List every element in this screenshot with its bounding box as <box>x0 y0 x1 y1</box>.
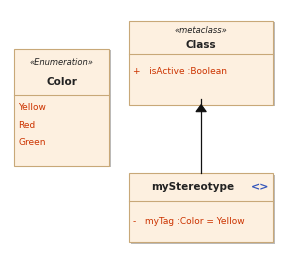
Text: -   myTag :Color = Yellow: - myTag :Color = Yellow <box>133 217 245 226</box>
Bar <box>16 50 111 167</box>
Bar <box>131 175 275 244</box>
Text: Color: Color <box>46 77 77 87</box>
Bar <box>129 173 273 242</box>
Text: «metaclass»: «metaclass» <box>175 26 227 35</box>
Text: Class: Class <box>186 40 217 50</box>
Text: Yellow: Yellow <box>18 103 46 112</box>
Text: Red: Red <box>18 121 35 130</box>
Text: myStereotype: myStereotype <box>151 182 234 192</box>
Polygon shape <box>196 105 206 112</box>
Text: Green: Green <box>18 138 46 147</box>
Bar <box>129 21 273 105</box>
Bar <box>14 49 109 166</box>
Text: +   isActive :Boolean: + isActive :Boolean <box>133 67 227 76</box>
Text: «Enumeration»: «Enumeration» <box>30 58 94 67</box>
Text: <>: <> <box>251 182 269 192</box>
Bar <box>131 22 275 106</box>
